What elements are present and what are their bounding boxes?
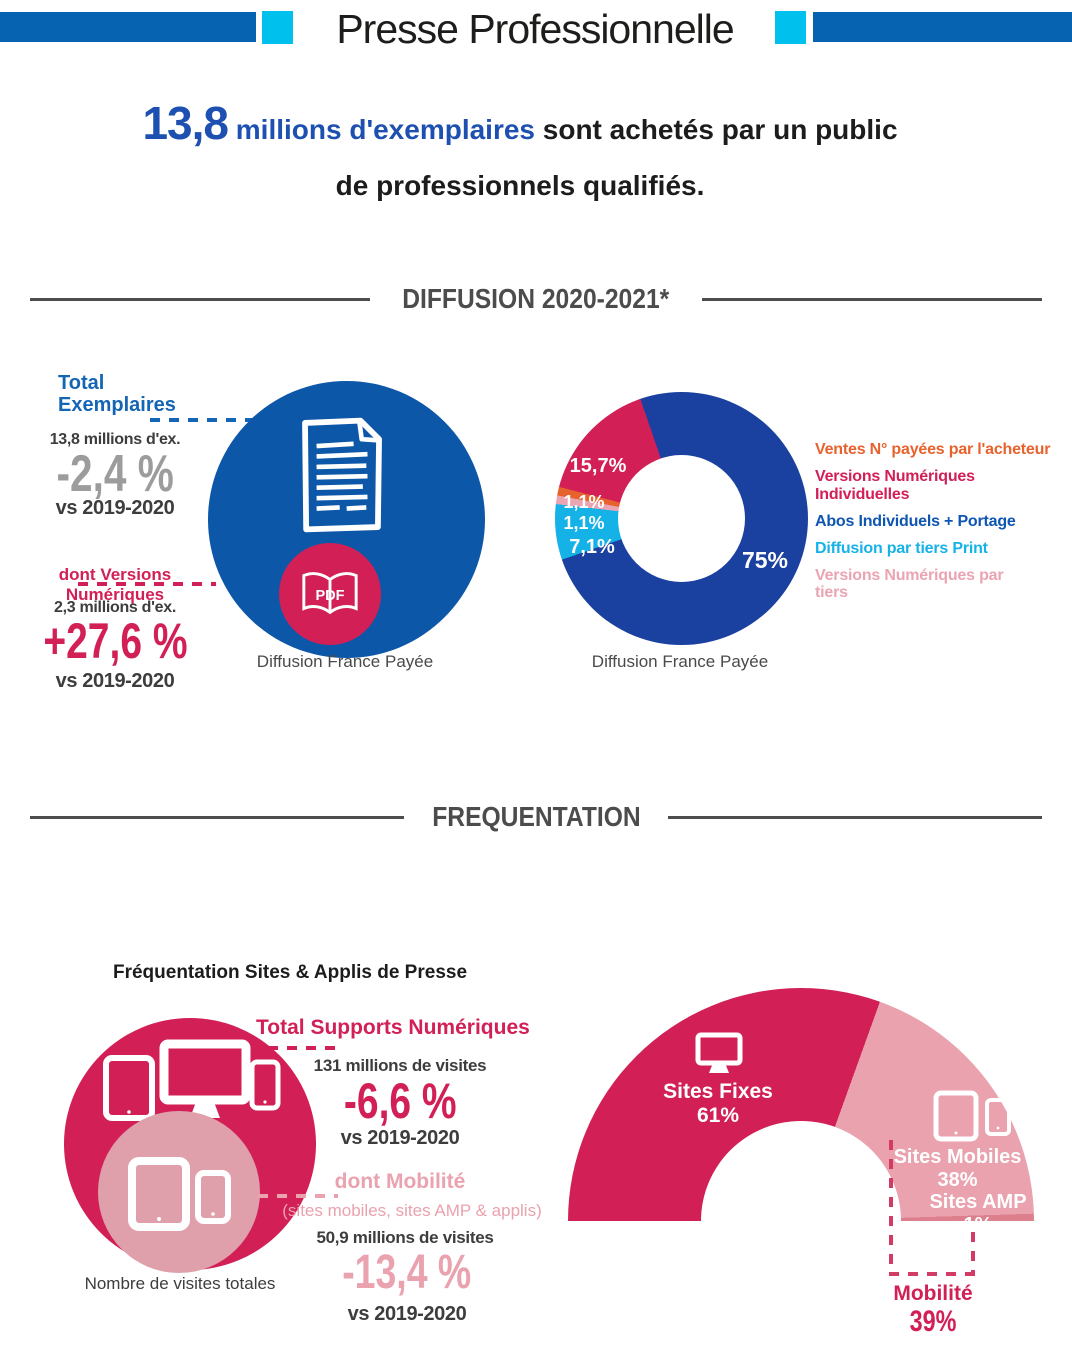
svg-text:PDF: PDF: [315, 588, 344, 604]
intro-highlight: millions d'exemplaires: [228, 114, 543, 145]
document-sketch-icon: [302, 417, 382, 533]
frequentation-gauge-chart: Sites Fixes 61% Sites Mobiles 38% Sites …: [568, 988, 1034, 1236]
section-title-diffusion: DIFFUSION 2020-2021*: [402, 283, 670, 314]
rule-right: [668, 815, 1043, 819]
header-accent-square-left: [262, 11, 293, 44]
legend-item-ventes: Ventes N° payées par l'acheteur: [815, 441, 1051, 458]
bracket-dash-bottom: [889, 1272, 975, 1276]
total-supports-vs: vs 2019-2020: [340, 1127, 460, 1149]
dashed-connector-mobility: [258, 1194, 338, 1198]
pdf-badge-circle: PDF: [279, 543, 381, 645]
gauge-annotation-label: Mobilité: [893, 1282, 973, 1305]
mobility-visits-circle: [98, 1111, 260, 1273]
diffusion-donut-chart: 15,7% 1,1% 1,1% 7,1% 75%: [555, 392, 808, 645]
rule-left: [30, 815, 404, 819]
donut-label-versions-individuelles: 15,7%: [569, 455, 627, 477]
gauge-annotation-value: 39%: [909, 1305, 957, 1338]
page-title: Presse Professionnelle: [336, 6, 734, 52]
tablet-phone-icon-gauge: [933, 1090, 1011, 1142]
gauge-hole: [701, 1121, 901, 1221]
legend-item-versions-tiers: Versions Numériques par tiers: [815, 566, 1004, 602]
donut-label-abos: 75%: [741, 547, 789, 573]
total-exemplaires-vs: vs 2019-2020: [55, 497, 175, 519]
donut-label-versions-tiers: 1,1%: [563, 513, 605, 533]
section-header-frequentation: FREQUENTATION: [30, 801, 1043, 833]
pdf-open-book-icon: PDF: [302, 572, 358, 615]
header-bar-left: [0, 12, 256, 42]
versions-numeriques-label: dont Versions Numériques: [58, 565, 172, 604]
intro-text: 13,8 millions d'exemplaires sont achetés…: [0, 96, 1040, 202]
total-supports-delta: -6,6 %: [343, 1073, 457, 1129]
gauge-label-sites-mobiles: Sites Mobiles 38%: [893, 1146, 1022, 1191]
header-accent-square-right: [775, 11, 806, 44]
section-header-diffusion: DIFFUSION 2020-2021*: [30, 283, 1042, 315]
mobility-amount: 50,9 millions de visites: [316, 1228, 494, 1247]
legend-item-versions-individuelles: Versions Numériques Individuelles: [815, 467, 975, 503]
intro-line2: de professionnels qualifiés.: [335, 170, 705, 201]
section-title-frequentation: FREQUENTATION: [431, 801, 641, 832]
total-exemplaires-label: Total Exemplaires: [58, 372, 176, 417]
versions-numeriques-delta: +27,6 %: [42, 613, 188, 669]
gauge-label-sites-fixes: Sites Fixes 61%: [663, 1080, 773, 1128]
donut-label-tiers-print: 7,1%: [569, 536, 615, 558]
circle-caption: Diffusion France Payée: [256, 652, 434, 671]
donut-hole: [618, 455, 745, 582]
rule-right: [701, 297, 1042, 301]
total-supports-label: Total Supports Numériques: [256, 1016, 530, 1039]
mobility-label: dont Mobilité: [334, 1170, 466, 1193]
donut-label-ventes: 1,1%: [563, 492, 605, 512]
intro-line1: 13,8 millions d'exemplaires sont achetés…: [0, 96, 1040, 150]
gauge-label-sites-amp: Sites AMP 1%: [929, 1191, 1027, 1236]
mobility-delta: -13,4 %: [342, 1246, 472, 1299]
bracket-dash-left: [889, 1140, 893, 1272]
legend-item-abos: Abos Individuels + Portage: [815, 512, 1016, 530]
dashed-connector-supports: [268, 1046, 336, 1050]
donut-legend: Ventes N° payées par l'acheteur Versions…: [815, 441, 1067, 611]
versions-numeriques-vs: vs 2019-2020: [55, 670, 175, 692]
mobility-vs: vs 2019-2020: [347, 1303, 467, 1325]
visits-circle-caption: Nombre de visites totales: [84, 1274, 276, 1293]
frequentation-heading: Fréquentation Sites & Applis de Presse: [112, 962, 468, 983]
desktop-monitor-icon: [695, 1032, 743, 1073]
bracket-dash-right: [971, 1232, 975, 1272]
desktop-tablet-phone-icon: [103, 1039, 281, 1121]
versions-numeriques-amount: 2,3 millions d'ex.: [53, 599, 176, 616]
total-supports-amount: 131 millions de visites: [313, 1056, 487, 1075]
dashed-connector-digital: [78, 582, 216, 586]
rule-left: [30, 297, 371, 301]
intro-rest: sont achetés par un public: [542, 114, 898, 145]
legend-item-tiers-print: Diffusion par tiers Print: [815, 539, 988, 557]
tablet-phone-icon: [128, 1157, 231, 1231]
mobility-sublabel: (sites mobiles, sites AMP & applis): [282, 1201, 542, 1220]
donut-caption: Diffusion France Payée: [591, 652, 769, 671]
intro-big-number: 13,8: [142, 97, 229, 149]
total-exemplaires-delta: -2,4 %: [56, 445, 174, 503]
total-exemplaires-amount: 13,8 millions d'ex.: [49, 431, 181, 448]
header-bar-right: [813, 12, 1072, 42]
dashed-connector-total: [150, 418, 252, 422]
